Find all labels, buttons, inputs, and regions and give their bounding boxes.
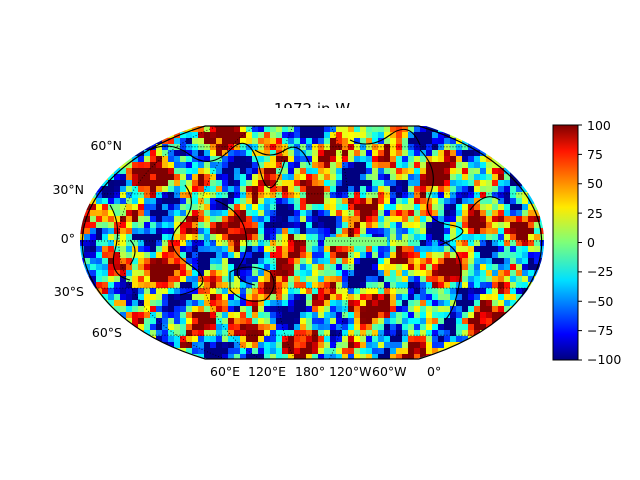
lat-label-equator: 0°	[60, 231, 75, 246]
data-field	[80, 126, 544, 360]
colorbar-ticks	[578, 124, 582, 361]
colorbar-tick-neg25: −25	[587, 264, 614, 279]
colorbar-tick-neg50: −50	[587, 294, 614, 309]
lon-label-120e: 120°E	[248, 364, 287, 379]
lat-label-30s: 30°S	[53, 284, 84, 299]
colorbar-tick-0: 0	[587, 235, 595, 250]
colorbar	[552, 124, 579, 361]
colorbar-tick-50: 50	[587, 176, 603, 191]
lon-label-120w: 120°W	[329, 364, 372, 379]
lat-label-60n: 60°N	[90, 138, 122, 153]
lon-label-60e: 60°E	[210, 364, 241, 379]
colorbar-tick-100: 100	[587, 118, 611, 133]
lat-label-30n: 30°N	[52, 182, 84, 197]
colorbar-tick-neg100: −100	[587, 352, 622, 367]
map-outline	[81, 125, 543, 360]
lat-label-60s: 60°S	[91, 325, 122, 340]
colorbar-tick-neg75: −75	[587, 323, 614, 338]
lon-label-0: 0°	[427, 364, 442, 379]
coastlines	[109, 128, 501, 321]
colorbar-tick-25: 25	[587, 206, 603, 221]
lon-label-180: 180°	[295, 364, 326, 379]
lon-label-60w: 60°W	[372, 364, 407, 379]
colorbar-tick-75: 75	[587, 147, 603, 162]
